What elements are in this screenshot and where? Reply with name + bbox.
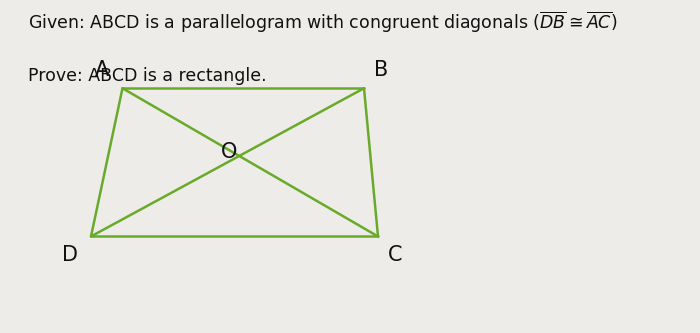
Text: Given: ABCD is a parallelogram with congruent diagonals ($\overline{DB} \cong \o: Given: ABCD is a parallelogram with cong… xyxy=(28,10,617,35)
Text: Prove: ABCD is a rectangle.: Prove: ABCD is a rectangle. xyxy=(28,67,267,85)
Text: C: C xyxy=(389,245,402,265)
Text: B: B xyxy=(374,60,388,80)
Text: O: O xyxy=(221,142,237,163)
Text: D: D xyxy=(62,245,78,265)
Text: A: A xyxy=(94,60,108,80)
